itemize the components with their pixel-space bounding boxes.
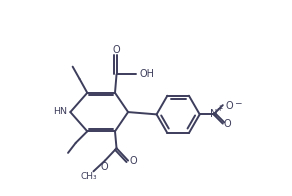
Text: CH₃: CH₃ — [81, 172, 97, 181]
Text: +: + — [217, 104, 223, 113]
Text: O: O — [100, 162, 108, 172]
Text: O: O — [130, 156, 137, 166]
Text: HN: HN — [53, 107, 67, 116]
Text: OH: OH — [139, 69, 154, 79]
Text: O: O — [225, 101, 233, 111]
Text: −: − — [234, 98, 241, 107]
Text: O: O — [224, 119, 231, 129]
Text: N: N — [210, 109, 217, 119]
Text: O: O — [113, 45, 120, 55]
